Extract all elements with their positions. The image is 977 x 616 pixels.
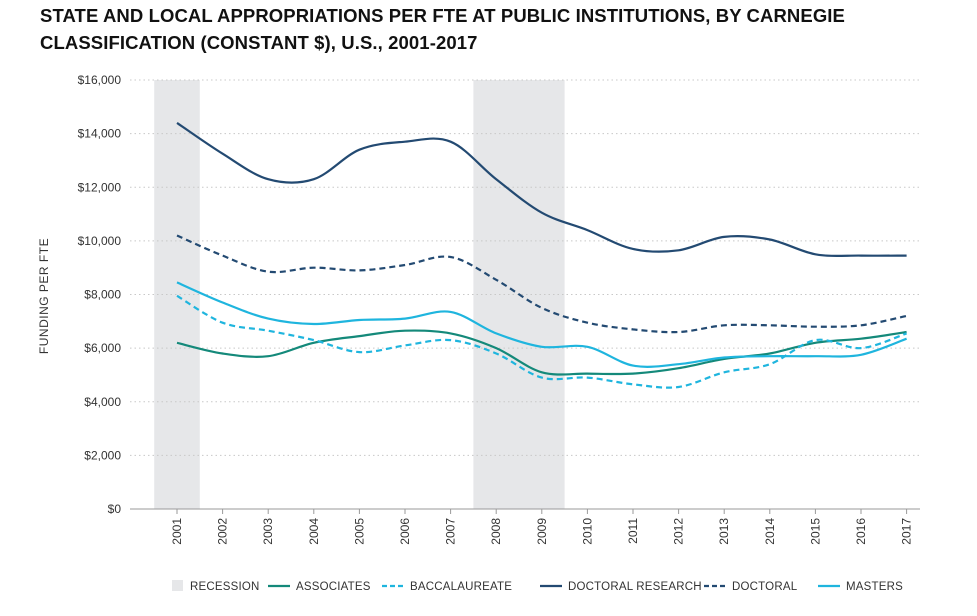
y-axis-title: FUNDING PER FTE: [37, 238, 51, 354]
x-tick-label: 2013: [717, 518, 731, 545]
chart-title-line-1: STATE AND LOCAL APPROPRIATIONS PER FTE A…: [40, 5, 845, 26]
x-tick-label: 2001: [170, 518, 184, 545]
x-tick-label: 2002: [216, 518, 230, 545]
legend-item-doctoral-research: DOCTORAL RESEARCH: [540, 581, 702, 593]
x-tick-label: 2010: [580, 518, 594, 545]
x-tick-label: 2005: [352, 518, 366, 545]
x-tick-label: 2004: [307, 518, 321, 545]
x-tick-label: 2006: [398, 518, 412, 545]
series-line-associates: [176, 329, 907, 376]
series-lines: [176, 121, 907, 389]
series-line-masters: [176, 281, 907, 368]
x-tick-label: 2014: [763, 518, 777, 545]
y-tick-label: $16,000: [78, 73, 122, 87]
y-tick-label: $6,000: [84, 341, 121, 355]
y-tick-label: $10,000: [78, 234, 122, 248]
chart-title-line-2: CLASSIFICATION (CONSTANT $), U.S., 2001-…: [40, 32, 478, 53]
legend-label: DOCTORAL: [732, 581, 798, 593]
series-line-doctoral-research: [176, 121, 907, 257]
x-tick-label: 2017: [900, 518, 914, 545]
legend-label: ASSOCIATES: [296, 581, 371, 593]
legend: RECESSION ASSOCIATES BACCALAUREATE DOCTORAL…: [172, 580, 903, 593]
y-tick-label: $4,000: [84, 395, 121, 409]
x-tick-label: 2008: [489, 518, 503, 545]
x-tick-label: 2016: [854, 518, 868, 545]
chart-title: STATE AND LOCAL APPROPRIATIONS PER FTE A…: [40, 2, 960, 56]
legend-label: RECESSION: [190, 581, 260, 593]
series-line-doctoral: [176, 234, 907, 334]
gridlines: [130, 79, 920, 510]
legend-label: BACCALAUREATE: [410, 581, 512, 593]
x-tick-label: 2009: [535, 518, 549, 545]
x-tick-label: 2007: [444, 518, 458, 545]
y-tick-label: $2,000: [84, 448, 121, 462]
legend-swatch: [172, 580, 183, 591]
legend-item-associates: ASSOCIATES: [268, 581, 371, 593]
legend-item-doctoral: DOCTORAL: [704, 581, 798, 593]
legend-item-masters: MASTERS: [818, 581, 903, 593]
series-line-baccalaureate: [176, 294, 907, 389]
y-tick-label: $14,000: [78, 127, 122, 141]
y-tick-label: $12,000: [78, 180, 122, 194]
legend-item-recession: RECESSION: [172, 580, 260, 593]
y-tick-label: $8,000: [84, 288, 121, 302]
x-tick-label: 2012: [672, 518, 686, 545]
legend-label: DOCTORAL RESEARCH: [568, 581, 702, 593]
x-axis-ticks: 2001 2002 2003 2004 2005 2006 2007 2008 2009 2010…: [170, 509, 914, 545]
x-tick-label: 2003: [261, 518, 275, 545]
y-tick-label: $0: [108, 502, 122, 516]
y-axis-ticks: $0 $2,000 $4,000 $6,000 $8,000 $10,000 $12,000…: [78, 73, 122, 516]
x-tick-label: 2011: [626, 518, 640, 544]
recession-band-1: [154, 80, 200, 509]
legend-item-baccalaureate: BACCALAUREATE: [382, 581, 512, 593]
x-tick-label: 2015: [808, 518, 822, 545]
legend-label: MASTERS: [846, 581, 903, 593]
